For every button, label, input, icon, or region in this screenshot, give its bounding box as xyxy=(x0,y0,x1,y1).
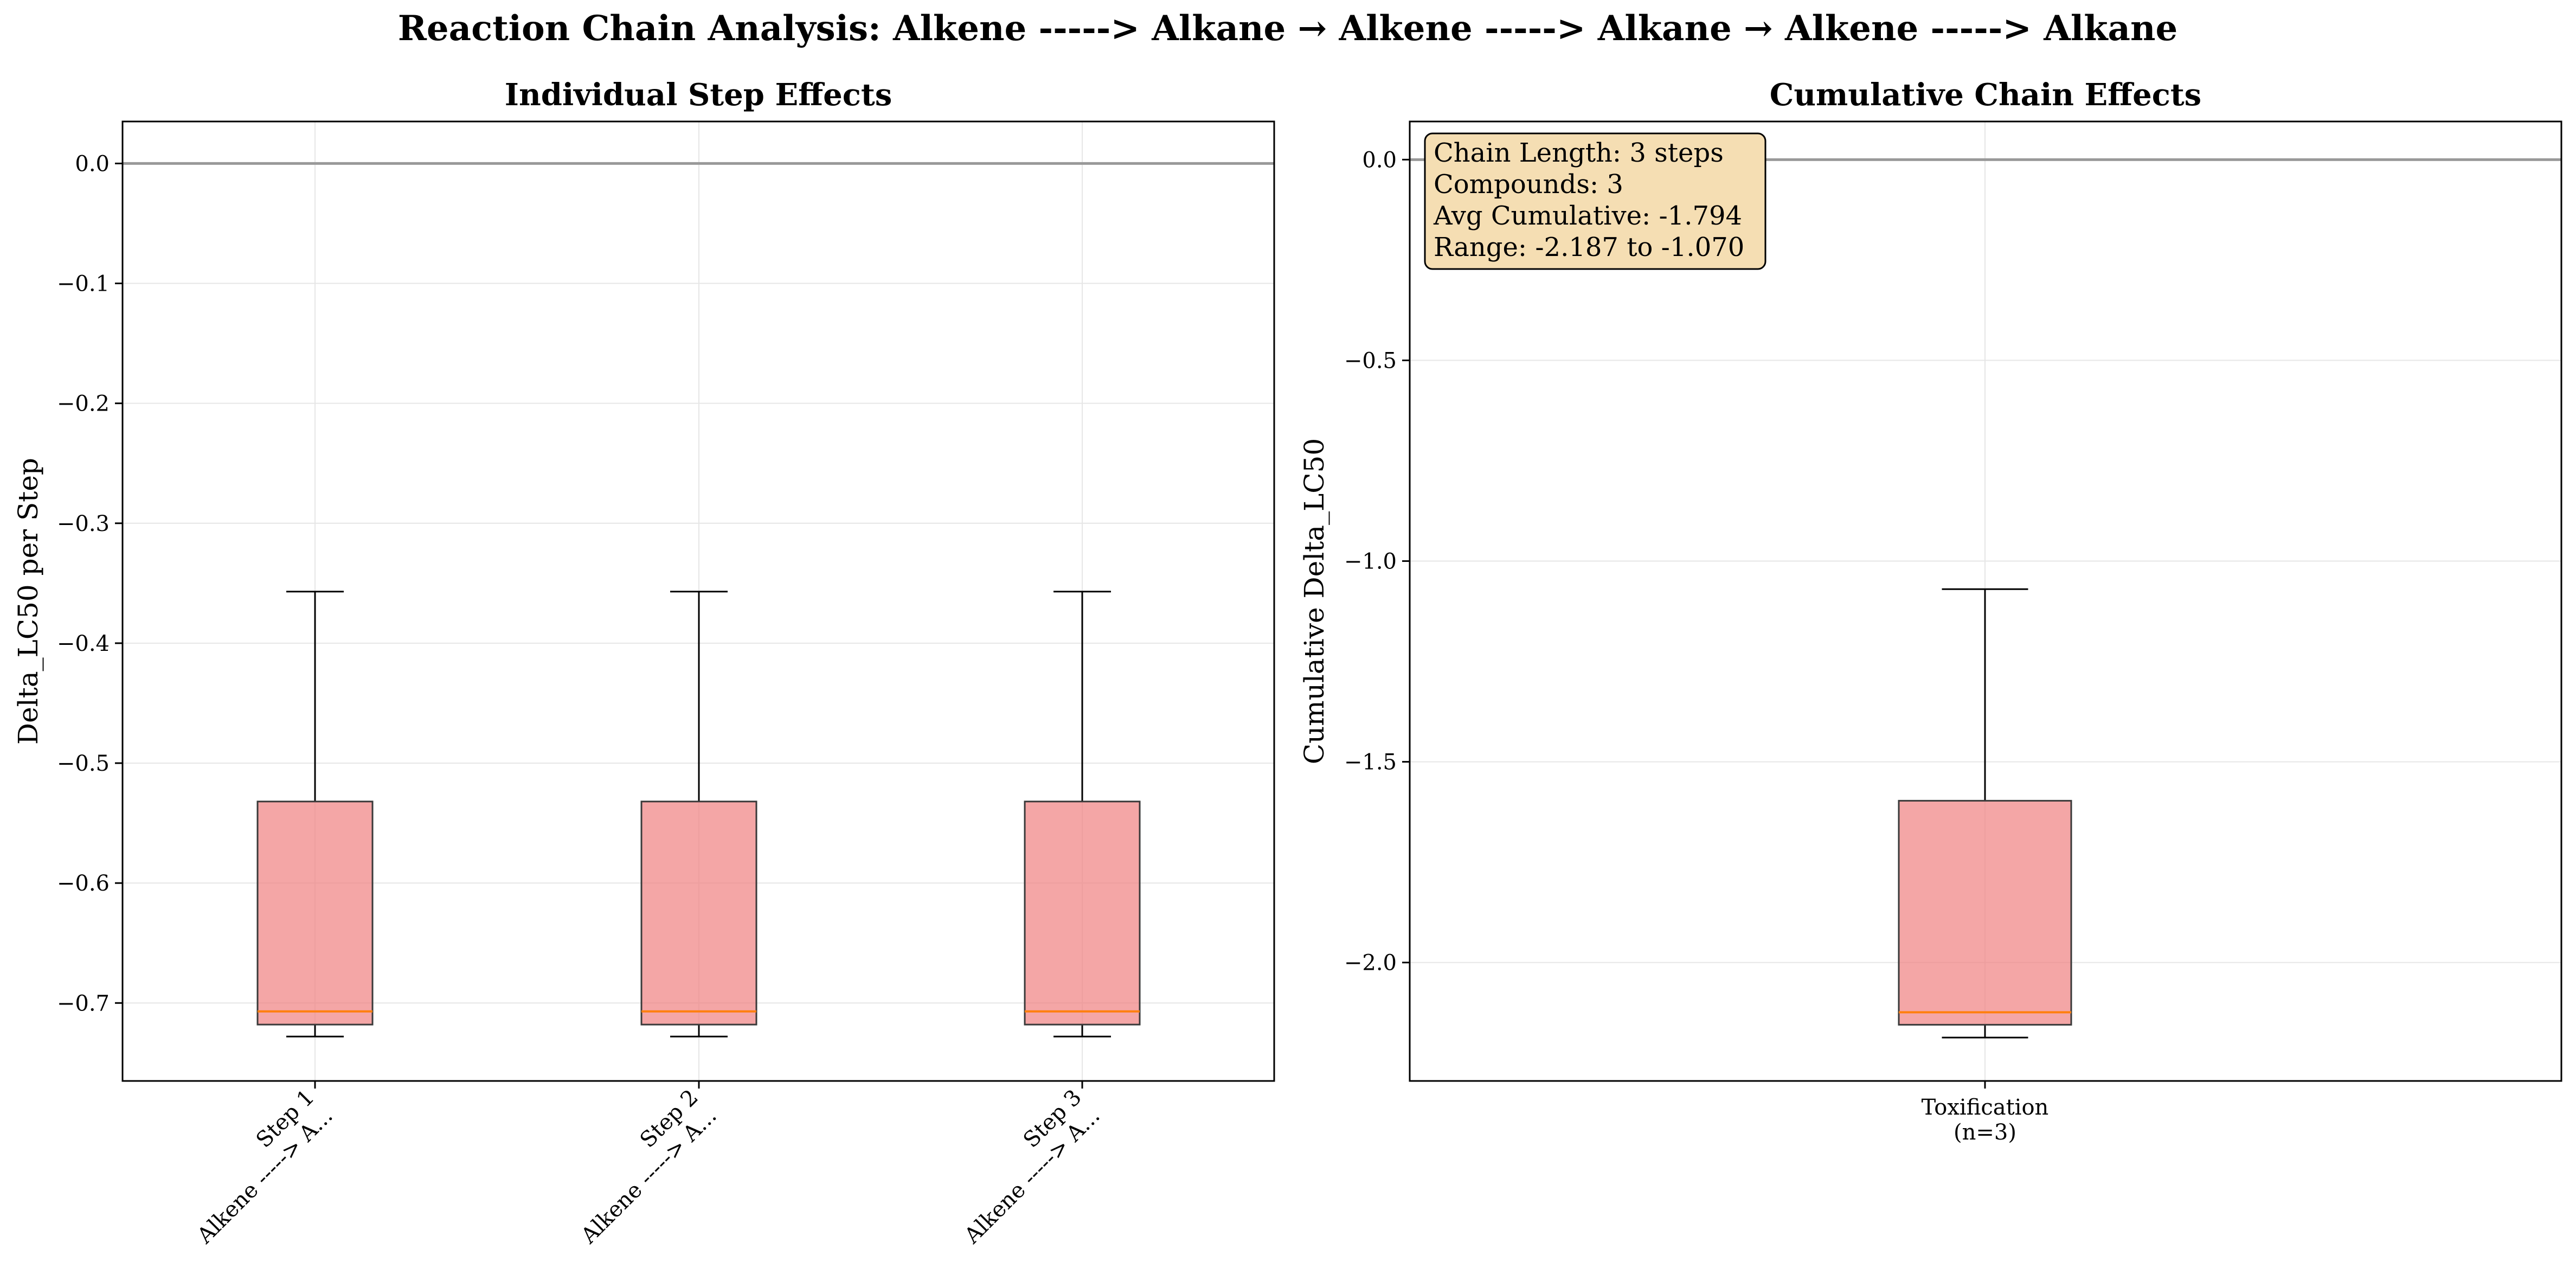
y-axis-label: Cumulative Delta_LC50 xyxy=(1299,438,1330,764)
y-tick-label: −0.5 xyxy=(57,751,110,776)
annotation-box xyxy=(1424,132,1766,270)
y-tick-label: 0.0 xyxy=(75,151,110,176)
annotation-line: Chain Length: 3 steps xyxy=(1434,138,1724,168)
y-tick-label: −2.0 xyxy=(1344,951,1397,976)
annotation-line: Range: -2.187 to -1.070 xyxy=(1434,232,1744,263)
figure-title: Reaction Chain Analysis: Alkene -----> A… xyxy=(398,8,2178,49)
y-tick-label: −1.5 xyxy=(1344,750,1397,775)
y-axis-label: Delta_LC50 per Step xyxy=(12,458,44,745)
individual-step-effects-chart: 0.0 −0.1 −0.2 −0.3 −0.4 −0.5 −0.6 −0.7 Step 1Alk… xyxy=(12,77,1275,1249)
box-iqr xyxy=(1024,801,1141,1026)
cumulative-chain-effects-chart: 0.0 −0.5 −1.0 −1.5 −2.0 Toxification(n=3) Cumu… xyxy=(1299,77,2562,1145)
chart-title: Cumulative Chain Effects xyxy=(1770,77,2201,113)
box-iqr xyxy=(256,801,374,1026)
box-iqr xyxy=(640,801,757,1026)
box-plot-3 xyxy=(1024,591,1141,1038)
y-tick-label: −1.0 xyxy=(1344,549,1397,574)
x-tick-label: Toxification xyxy=(1922,1095,2049,1120)
chart-title: Individual Step Effects xyxy=(505,77,892,113)
y-tick-label: −0.2 xyxy=(57,392,110,417)
y-tick-label: −0.4 xyxy=(57,631,110,656)
y-tick-label: −0.6 xyxy=(57,871,110,896)
box-plot-1 xyxy=(1898,588,2072,1039)
box-plot-2 xyxy=(640,591,757,1038)
box-plot-1 xyxy=(256,591,374,1038)
y-tick-label: −0.3 xyxy=(57,511,110,536)
box-iqr xyxy=(1898,799,2072,1026)
annotation-line: Compounds: 3 xyxy=(1434,169,1623,200)
y-tick-label: −0.1 xyxy=(57,272,110,297)
annotation-line: Avg Cumulative: -1.794 xyxy=(1433,201,1742,231)
y-tick-label: −0.5 xyxy=(1344,348,1397,373)
y-tick-label: 0.0 xyxy=(1362,148,1397,172)
y-tick-label: −0.7 xyxy=(57,991,110,1016)
x-tick-label-count: (n=3) xyxy=(1954,1120,2016,1145)
